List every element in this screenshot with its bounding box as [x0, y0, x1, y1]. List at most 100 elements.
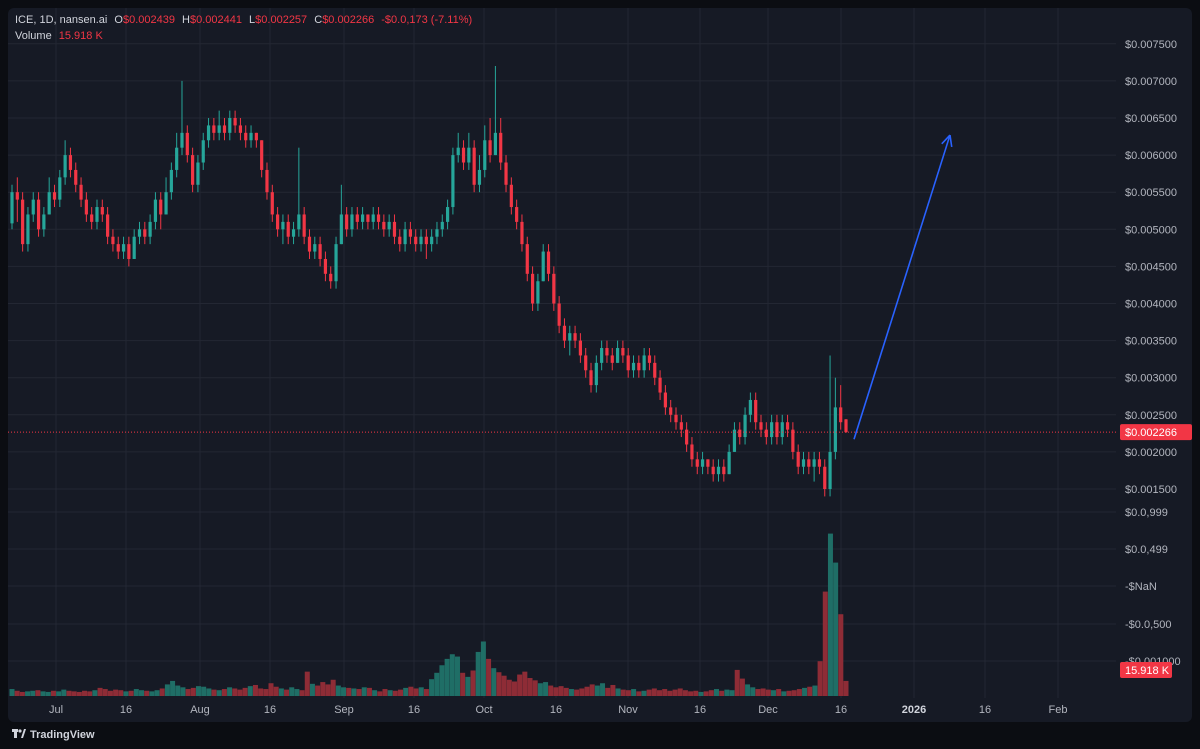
candle [695, 451, 699, 475]
candle-body [148, 221, 152, 237]
candle [116, 236, 120, 259]
volume-bar [170, 680, 176, 696]
open-label: O [114, 14, 123, 26]
candle-body [302, 214, 306, 237]
candle [132, 229, 136, 259]
candle [621, 340, 625, 363]
candle [568, 325, 572, 356]
candle [520, 214, 524, 252]
candle [281, 214, 285, 245]
tradingview-logo-icon[interactable] [12, 727, 26, 741]
candle [206, 118, 211, 148]
price-axis: $0.007500 $0.007000 $0.006500 $0.006000 $0.0… [1125, 39, 1181, 668]
candle-body [376, 214, 381, 222]
candle [307, 229, 312, 259]
volume-bar [423, 689, 429, 696]
volume-bar [434, 672, 440, 696]
candle [201, 132, 205, 170]
volume-bar [429, 679, 435, 696]
candle-body [552, 273, 556, 304]
candle-body [398, 236, 402, 245]
volume-bar [610, 684, 616, 696]
candle [615, 340, 620, 363]
volume-bar [838, 614, 844, 696]
candle-body [164, 192, 168, 215]
candle-body [360, 214, 365, 222]
candle-body [355, 214, 359, 222]
volume-bar [501, 675, 507, 696]
candle-body [265, 169, 269, 193]
volume-bar [408, 686, 414, 696]
volume-bar [128, 690, 134, 696]
candle-body [180, 132, 184, 148]
volume-bar [92, 690, 98, 696]
volume-bar [315, 685, 321, 696]
candle [716, 459, 721, 482]
volume-bar [449, 654, 455, 696]
change-value: -$0.0,173 (-7.11%) [381, 14, 473, 26]
candle [674, 407, 678, 430]
chart-pane[interactable]: $0.007500 $0.007000 $0.006500 $0.006000 $0.0… [8, 8, 1192, 722]
volume-bar [605, 687, 611, 696]
candle-body [515, 207, 519, 222]
candle-body [424, 236, 428, 245]
volume-bar [113, 689, 119, 696]
volume-bar [475, 651, 481, 696]
volume-bar [30, 690, 36, 696]
candle [685, 422, 689, 452]
candle [403, 221, 407, 252]
volume-bar [522, 671, 528, 696]
time-axis-label: 16 [550, 704, 562, 716]
candle-body [663, 392, 667, 408]
candle-body [58, 177, 62, 200]
volume-bar [719, 690, 725, 696]
candle-body [403, 229, 407, 245]
candle [445, 199, 450, 230]
candle-body [260, 140, 264, 170]
candle-body [706, 459, 710, 467]
volume-bar [180, 687, 186, 696]
candle-body [499, 132, 503, 163]
candle-body [366, 214, 370, 222]
candle [26, 207, 30, 252]
price-axis-label: $0.007000 [1125, 76, 1177, 88]
candle [775, 414, 779, 445]
candle [605, 340, 609, 363]
volume-bar [584, 686, 590, 696]
candle-body [334, 244, 338, 282]
tradingview-brand[interactable]: TradingView [30, 729, 95, 741]
volume-bar [61, 689, 67, 696]
volume-bar [133, 689, 139, 696]
candle-body [238, 125, 243, 133]
candle [748, 392, 752, 423]
volume-bar [802, 687, 808, 696]
candle [770, 414, 774, 445]
candle-body [785, 422, 790, 430]
volume-bar [781, 691, 787, 696]
candle [387, 214, 391, 237]
candle [456, 132, 460, 163]
volume-bar [796, 689, 802, 696]
candle-body [339, 214, 343, 245]
candle-body [546, 251, 551, 274]
candle-body [47, 192, 51, 215]
volume-bar [657, 690, 663, 696]
candle-body [509, 184, 513, 208]
candle [408, 221, 413, 245]
time-axis-label: 16 [264, 704, 276, 716]
candle-body [770, 422, 774, 438]
candle [313, 236, 317, 259]
price-chart[interactable]: $0.007500 $0.007000 $0.006500 $0.006000 $0.0… [8, 8, 1192, 722]
candle-body [775, 422, 779, 438]
open-value: $0.002439 [122, 14, 175, 26]
volume-bar [615, 688, 621, 696]
candle [100, 199, 104, 222]
candle [440, 214, 444, 237]
volume-bar [40, 691, 46, 696]
time-axis: Jul 16 Aug 16 Sep 16 Oct 16 Nov 16 Dec 16 2026 16 Feb [49, 704, 1068, 716]
candle [286, 214, 290, 245]
candle [669, 399, 673, 423]
volume-bar [154, 690, 160, 696]
candle [392, 214, 397, 245]
volume-bar [97, 687, 103, 696]
